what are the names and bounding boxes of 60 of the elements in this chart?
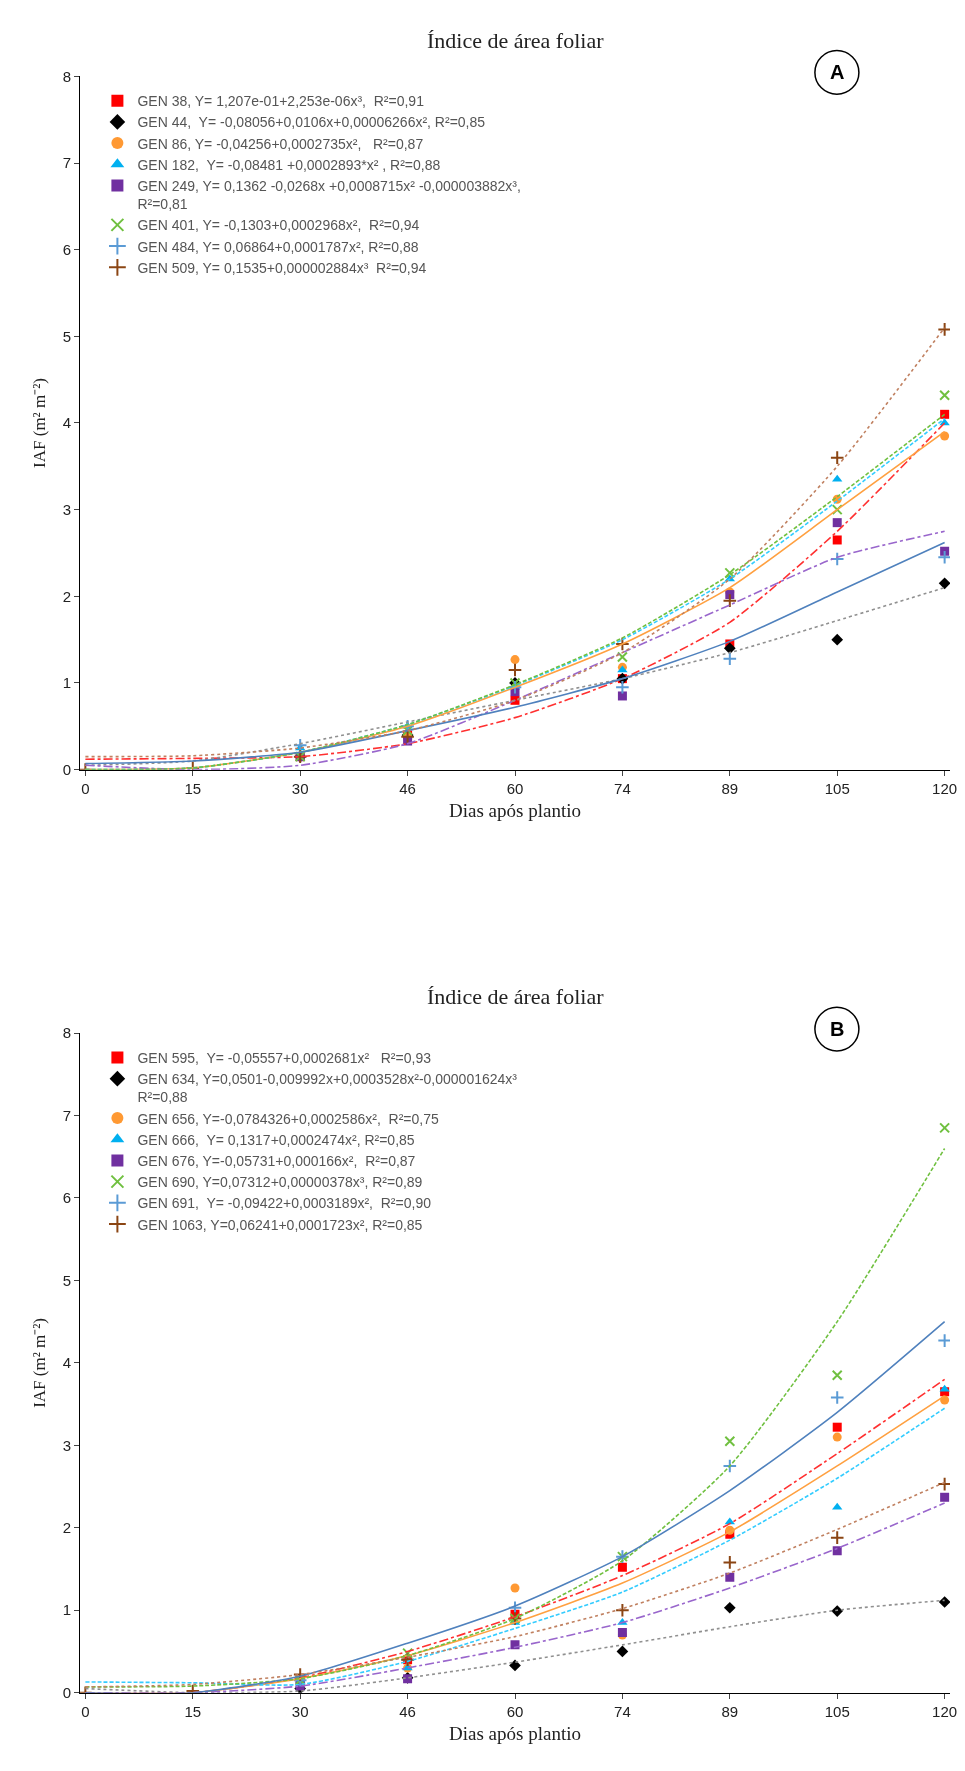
y-tick-label: 7: [62, 1106, 71, 1124]
y-tick-label: 6: [62, 1189, 71, 1207]
y-tick-label: 0: [62, 1683, 71, 1701]
y-tick-label: 6: [62, 240, 71, 258]
chart-title: Índice de área foliar: [427, 28, 605, 53]
y-tick-label: 1: [62, 1601, 71, 1619]
legend-label: GEN 595, Y= -0,05557+0,0002681x² R²=0,93: [137, 1049, 432, 1066]
x-tick-label: 120: [932, 1702, 958, 1720]
x-tick-label: 89: [721, 1702, 739, 1720]
legend-label: GEN 182, Y= -0,08481 +0,0002893*x² , R²=0,88: [137, 156, 441, 173]
x-tick-label: 60: [506, 1702, 524, 1720]
x-tick-label: 30: [291, 1702, 309, 1720]
chart-title: Índice de área foliar: [427, 984, 605, 1009]
x-tick-label: 0: [81, 779, 90, 797]
x-tick-label: 74: [614, 779, 631, 797]
x-tick-label: 0: [81, 1702, 90, 1720]
legend-label: GEN 656, Y=-0,0784326+0,0002586x², R²=0,75: [137, 1110, 439, 1127]
legend-label: GEN 690, Y=0,07312+0,00000378x³, R²=0,89: [137, 1174, 423, 1191]
x-axis-title: Dias após plantio: [449, 800, 581, 822]
legend-label: GEN 691, Y= -0,09422+0,0003189x², R²=0,90: [137, 1195, 432, 1212]
x-tick-label: 46: [399, 1702, 416, 1720]
x-axis-title: Dias após plantio: [449, 1723, 581, 1745]
legend-label: GEN 676, Y=-0,05731+0,000166x², R²=0,87: [137, 1152, 416, 1169]
legend-label: GEN 666, Y= 0,1317+0,0002474x², R²=0,85: [137, 1131, 415, 1148]
legend-label: GEN 249, Y= 0,1362 -0,0268x +0,0008715x² -0,000003882x³, R²=0,81: [137, 177, 521, 213]
y-tick-label: 5: [62, 327, 71, 345]
y-tick-label: 7: [62, 154, 71, 172]
legend-label: GEN 86, Y= -0,04256+0,0002735x², R²=0,87: [137, 135, 424, 152]
legend-label: GEN 634, Y=0,0501-0,009992x+0,0003528x²-0,000001624x³ R²=0,88: [137, 1071, 518, 1106]
y-tick-label: 5: [62, 1271, 71, 1289]
y-tick-label: 3: [62, 500, 71, 518]
legend-label: GEN 401, Y= -0,1303+0,0002968x², R²=0,94: [137, 217, 420, 234]
y-tick-label: 8: [62, 1024, 71, 1042]
y-tick-label: 2: [62, 1519, 71, 1537]
y-tick-label: 8: [62, 67, 71, 85]
legend-label: GEN 509, Y= 0,1535+0,000002884x³ R²=0,94: [137, 259, 427, 276]
legend-label: GEN 484, Y= 0,06864+0,0001787x², R²=0,88: [137, 238, 419, 255]
x-tick-label: 15: [184, 1702, 202, 1720]
x-tick-label: 120: [932, 779, 958, 797]
x-tick-label: 15: [184, 779, 202, 797]
y-axis-title: IAF (m² m⁻²): [30, 378, 50, 468]
y-axis-title: IAF (m² m⁻²): [30, 1317, 50, 1408]
legend-label: GEN 1063, Y=0,06241+0,0001723x², R²=0,85: [137, 1216, 423, 1233]
y-tick-label: 1: [62, 674, 71, 692]
y-tick-label: 0: [62, 760, 71, 778]
x-tick-label: 30: [291, 779, 309, 797]
y-tick-label: 4: [62, 1354, 71, 1372]
x-tick-label: 105: [824, 1702, 850, 1720]
annotation: A: [830, 61, 845, 83]
x-tick-label: 46: [399, 779, 416, 797]
x-tick-label: 74: [614, 1702, 631, 1720]
x-tick-label: 89: [721, 779, 739, 797]
annotation: B: [830, 1018, 845, 1040]
x-tick-label: 60: [506, 779, 524, 797]
y-tick-label: 2: [62, 587, 71, 605]
y-tick-label: 4: [62, 414, 71, 432]
y-tick-label: 3: [62, 1436, 71, 1454]
x-tick-label: 105: [824, 779, 850, 797]
legend-label: GEN 38, Y= 1,207e-01+2,253e-06x³, R²=0,91: [137, 93, 425, 110]
legend-label: GEN 44, Y= -0,08056+0,0106x+0,00006266x², R²=0,85: [137, 114, 486, 131]
